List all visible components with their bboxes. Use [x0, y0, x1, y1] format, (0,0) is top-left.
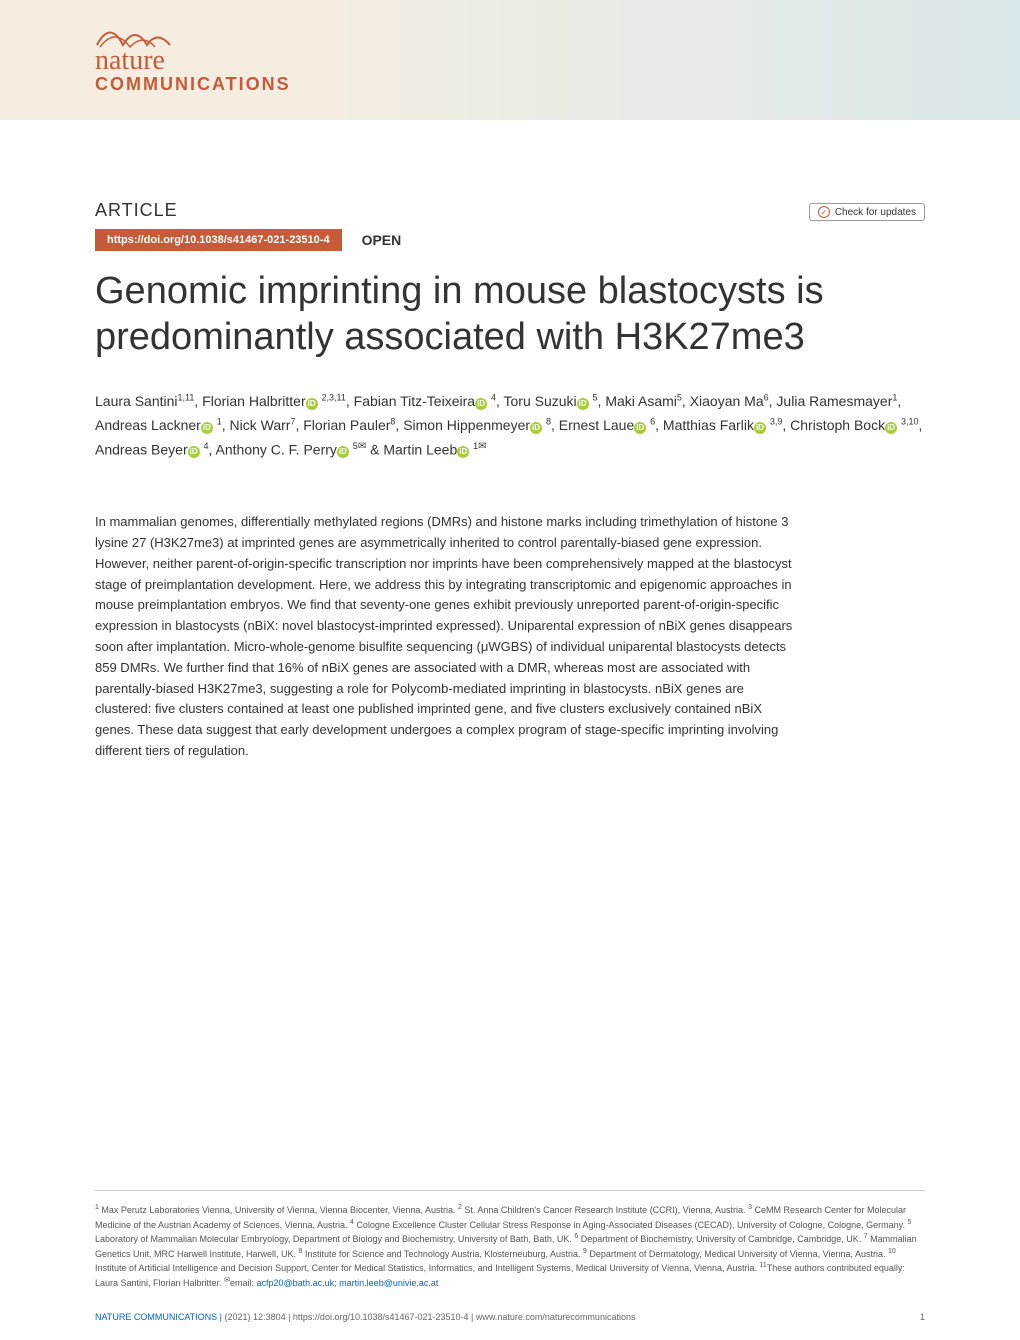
check-updates-label: Check for updates	[835, 207, 916, 218]
journal-header-banner: nature COMMUNICATIONS	[0, 0, 1020, 120]
logo-communications-text: COMMUNICATIONS	[95, 74, 291, 95]
doi-row: https://doi.org/10.1038/s41467-021-23510…	[95, 229, 925, 251]
article-section-label: ARTICLE	[95, 200, 925, 221]
logo-nature-text: nature	[95, 45, 291, 77]
footer-page-number: 1	[920, 1312, 925, 1322]
abstract-text: In mammalian genomes, differentially met…	[95, 512, 795, 762]
doi-link[interactable]: https://doi.org/10.1038/s41467-021-23510…	[95, 229, 342, 251]
open-access-label: OPEN	[362, 232, 402, 248]
check-updates-button[interactable]: ✓ Check for updates	[809, 203, 925, 221]
check-updates-icon: ✓	[818, 206, 830, 218]
article-title: Genomic imprinting in mouse blastocysts …	[95, 269, 925, 360]
authors-list: Laura Santini1,11, Florian HalbritteriD …	[95, 390, 925, 462]
footer-journal: NATURE COMMUNICATIONS |	[95, 1312, 222, 1322]
footer-citation: (2021) 12:3804 | https://doi.org/10.1038…	[225, 1312, 636, 1322]
affiliations-block: 1 Max Perutz Laboratories Vienna, Univer…	[95, 1190, 925, 1290]
journal-logo: nature COMMUNICATIONS	[95, 15, 291, 95]
page-footer: NATURE COMMUNICATIONS | (2021) 12:3804 |…	[95, 1312, 925, 1322]
